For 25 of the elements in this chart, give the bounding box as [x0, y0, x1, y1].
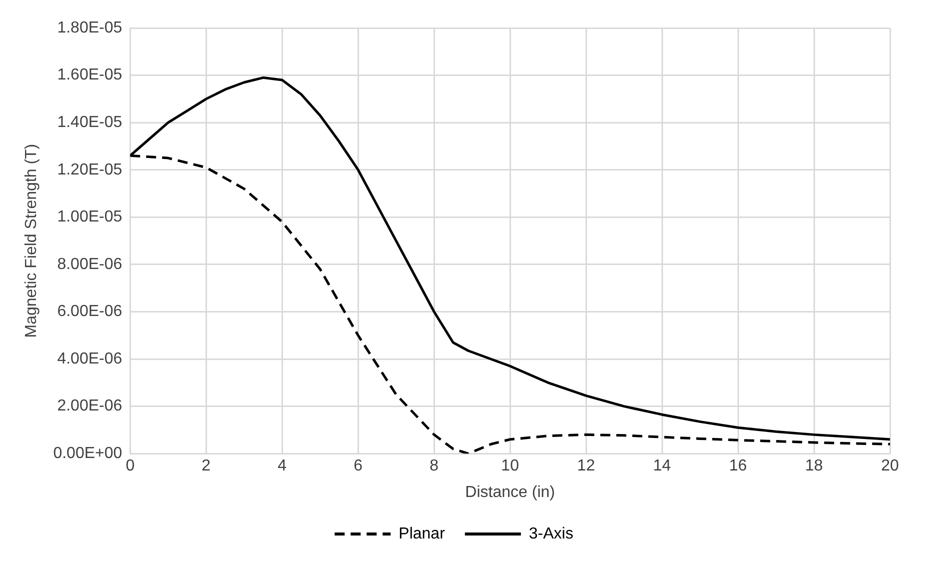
- legend-label: Planar: [398, 525, 446, 542]
- x-tick-label: 18: [805, 458, 824, 475]
- legend-label: 3-Axis: [528, 525, 574, 542]
- x-axis-title: Distance (in): [465, 484, 555, 501]
- y-tick-label: 1.60E-05: [57, 66, 122, 84]
- x-tick-label: 8: [430, 458, 439, 475]
- y-tick-label: 1.20E-05: [57, 161, 122, 178]
- y-tick-label: 0.00E+00: [53, 445, 122, 462]
- y-tick-label: 1.80E-05: [57, 19, 122, 36]
- x-tick-label: 0: [126, 458, 135, 475]
- x-tick-label: 12: [577, 458, 596, 475]
- y-axis-title: Magnetic Field Strength (T): [23, 144, 40, 338]
- y-tick-label: 8.00E-06: [57, 256, 122, 273]
- x-tick-label: 4: [278, 458, 287, 475]
- x-tick-label: 16: [729, 458, 748, 475]
- y-tick-label: 4.00E-06: [57, 350, 122, 368]
- y-tick-label: 6.00E-06: [57, 303, 122, 320]
- x-tick-label: 6: [354, 458, 363, 475]
- x-tick-label: 2: [202, 458, 211, 475]
- y-tick-label: 2.00E-06: [57, 398, 122, 415]
- y-tick-label: 1.00E-05: [57, 208, 122, 226]
- x-tick-label: 10: [501, 458, 520, 475]
- y-tick-label: 1.40E-05: [57, 114, 122, 131]
- x-tick-label: 14: [653, 458, 672, 475]
- x-tick-label: 20: [881, 458, 899, 475]
